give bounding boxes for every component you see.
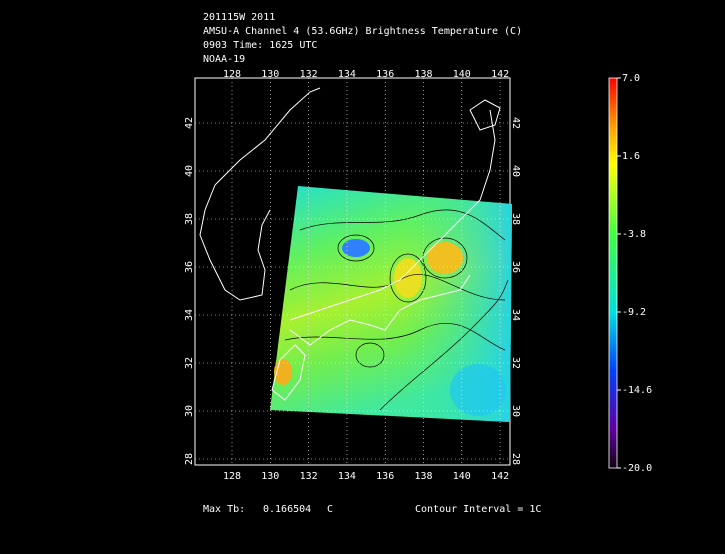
lon-label: 132: [300, 471, 318, 482]
lon-label: 132: [300, 69, 318, 80]
lat-label: 32: [510, 357, 521, 369]
lon-label: 128: [223, 69, 241, 80]
contour: [299, 209, 506, 241]
lat-label: 36: [184, 261, 195, 273]
lon-label: 140: [453, 471, 471, 482]
lon-label: 130: [261, 69, 279, 80]
lon-label: 134: [338, 471, 356, 482]
colorbar-label: 1.6: [622, 151, 640, 162]
coastline: [289, 109, 496, 321]
cold-spot: [342, 239, 370, 257]
contour: [389, 253, 427, 303]
colorbar-label: -20.0: [622, 463, 652, 474]
lat-label: 42: [184, 117, 195, 129]
lon-label: 130: [261, 471, 279, 482]
lon-label: 134: [338, 69, 356, 80]
lat-label: 40: [510, 165, 521, 177]
lat-label: 34: [184, 309, 195, 321]
lon-label: 140: [453, 69, 471, 80]
colorbar-label: -3.8: [622, 229, 646, 240]
lat-label: 30: [184, 405, 195, 417]
lon-label: 136: [376, 69, 394, 80]
coastline: [469, 99, 501, 131]
lat-label: 28: [510, 453, 521, 465]
max-label: Max Tb:: [203, 504, 245, 515]
header: 201115W 2011 AMSU-A Channel 4 (53.6GHz) B…: [203, 12, 522, 65]
colorbar-label: -14.6: [622, 385, 652, 396]
lat-label: 28: [184, 453, 195, 465]
contour: [355, 342, 385, 368]
lat-label: 30: [510, 405, 521, 417]
map-axes: 128 128 130 130 132 132 134 134 136 136 138 138 140 1…: [184, 69, 521, 482]
coastline: [214, 87, 321, 186]
lon-label: 138: [414, 471, 432, 482]
lat-label: 42: [510, 117, 521, 129]
lon-label: 128: [223, 471, 241, 482]
colorbar-label: -9.2: [622, 307, 646, 318]
contours: [284, 209, 509, 411]
colorbar-labels: 7.0 1.6 -3.8 -9.2 -14.6 -20.0: [617, 73, 652, 474]
header-line: AMSU-A Channel 4 (53.6GHz) Brightness Te…: [203, 26, 522, 37]
lat-label: 32: [184, 357, 195, 369]
lon-label: 136: [376, 471, 394, 482]
header-line: NOAA-19: [203, 54, 245, 65]
lat-label: 34: [510, 309, 521, 321]
max-value: 0.166504: [263, 504, 311, 515]
lat-label: 38: [184, 213, 195, 225]
lon-label: 138: [414, 69, 432, 80]
coastline: [271, 344, 306, 401]
cold-region: [450, 364, 506, 416]
contour: [379, 279, 509, 411]
header-line: 201115W 2011: [203, 12, 275, 23]
contour: [337, 234, 375, 262]
colorbar-label: 7.0: [622, 73, 640, 84]
coastline: [199, 184, 271, 301]
contour: [422, 237, 468, 279]
contour: [284, 323, 506, 351]
header-line: 0903 Time: 1625 UTC: [203, 40, 317, 51]
warm-spot: [394, 258, 422, 298]
contour-interval: Contour Interval = 1C: [415, 504, 541, 515]
lat-label: 36: [510, 261, 521, 273]
lon-label: 142: [491, 471, 509, 482]
warm-spot: [427, 242, 463, 274]
colorbar: [608, 77, 618, 469]
lat-label: 40: [184, 165, 195, 177]
lat-label: 38: [510, 213, 521, 225]
max-unit: C: [327, 504, 333, 515]
coastlines: [199, 87, 501, 401]
lon-label: 142: [491, 69, 509, 80]
